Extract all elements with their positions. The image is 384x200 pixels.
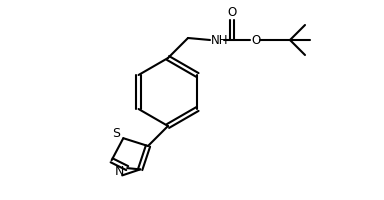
Text: NH: NH xyxy=(211,33,228,46)
Text: S: S xyxy=(112,127,120,140)
Text: O: O xyxy=(227,6,237,20)
Text: O: O xyxy=(251,33,260,46)
Text: N: N xyxy=(114,165,124,178)
